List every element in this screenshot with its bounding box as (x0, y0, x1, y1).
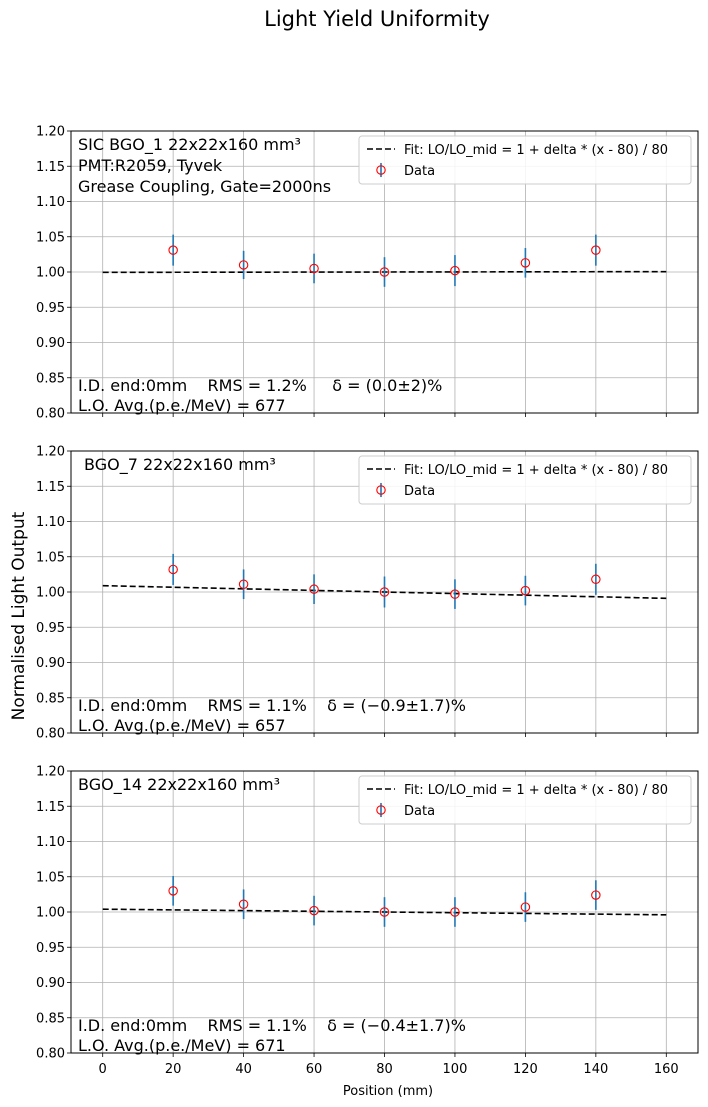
legend-data-marker (376, 165, 386, 175)
data-point (591, 245, 601, 255)
panel-1: 0.80 0.85 0.90 0.95 1.00 1.05 1.10 1.15 1.20 SIC … (36, 125, 699, 422)
x-tick-label: 40 (235, 1062, 252, 1077)
y-tick-label: 1.15 (36, 160, 65, 175)
data-point (450, 907, 460, 917)
axes-frame (70, 770, 699, 1054)
legend: Fit: LO/LO_mid = 1 + delta * (x - 80) / … (358, 135, 692, 185)
legend-data-marker (376, 485, 386, 495)
x-tick-label: 20 (165, 1062, 182, 1077)
data-point (591, 890, 601, 900)
stats-line-2: L.O. Avg.(p.e./MeV) = 657 (78, 716, 286, 735)
data-point (591, 574, 601, 585)
axes-frame (70, 130, 699, 414)
legend-fit-label: Fit: LO/LO_mid = 1 + delta * (x - 80) / … (404, 783, 668, 798)
y-tick-label: 1.00 (36, 586, 65, 601)
data-point (520, 258, 531, 268)
data-point (238, 260, 249, 270)
y-tick-label: 1.20 (36, 125, 65, 140)
data-point (309, 263, 319, 274)
legend-box (358, 455, 692, 505)
y-tick-label: 0.85 (36, 1011, 65, 1026)
x-tick-label: 100 (443, 1062, 468, 1077)
x-tick-label: 160 (654, 1062, 679, 1077)
y-tick-label: 1.05 (36, 550, 65, 565)
y-tick-label: 0.95 (36, 301, 65, 316)
y-tick-label: 1.00 (36, 906, 65, 921)
y-tick-label: 0.85 (36, 691, 65, 706)
data-point (379, 907, 390, 917)
panel-title-line: PMT:R2059, Tyvek (78, 156, 223, 175)
data-point (379, 587, 390, 597)
panels: 0.80 0.85 0.90 0.95 1.00 1.05 1.10 1.15 1.20 SIC … (36, 125, 699, 1077)
x-tick-label: 120 (513, 1062, 538, 1077)
stats-line-1: I.D. end:0mm RMS = 1.1% δ = (−0.9±1.7)% (78, 696, 466, 715)
y-tick-label: 1.10 (36, 195, 65, 210)
legend-fit-label: Fit: LO/LO_mid = 1 + delta * (x - 80) / … (404, 463, 668, 478)
y-tick-label: 1.10 (36, 835, 65, 850)
y-tick-label: 0.80 (36, 727, 65, 742)
legend-box (358, 775, 692, 825)
panel-2: 0.80 0.85 0.90 0.95 1.00 1.05 1.10 1.15 1.20 BGO_… (36, 445, 699, 742)
y-tick-label: 0.95 (36, 621, 65, 636)
data-point (520, 902, 531, 912)
y-tick-label: 0.80 (36, 1047, 65, 1062)
figure-ylabel: Normalised Light Output (9, 511, 29, 720)
legend-data-label: Data (404, 804, 435, 819)
data-point (168, 245, 178, 255)
y-tick-label: 0.90 (36, 656, 65, 671)
legend-box (358, 135, 692, 185)
panel-title-line: Grease Coupling, Gate=2000ns (78, 177, 331, 196)
panel-title-line: BGO_14 22x22x160 mm³ (78, 775, 280, 795)
y-tick-label: 1.05 (36, 870, 65, 885)
legend-data-label: Data (404, 484, 435, 499)
y-tick-label: 0.95 (36, 941, 65, 956)
data-point (238, 899, 249, 909)
y-tick-label: 1.20 (36, 765, 65, 780)
legend: Fit: LO/LO_mid = 1 + delta * (x - 80) / … (358, 775, 692, 825)
stats-line-2: L.O. Avg.(p.e./MeV) = 677 (78, 396, 286, 415)
y-tick-label: 1.05 (36, 230, 65, 245)
legend-fit-label: Fit: LO/LO_mid = 1 + delta * (x - 80) / … (404, 143, 668, 158)
x-tick-label: 80 (376, 1062, 393, 1077)
data-point (379, 267, 390, 277)
y-tick-label: 1.15 (36, 480, 65, 495)
panel-title-line: BGO_7 22x22x160 mm³ (84, 455, 276, 475)
data-point (520, 585, 531, 596)
figure-title: Light Yield Uniformity (264, 7, 490, 31)
axes-frame (70, 450, 699, 734)
stats-line-2: L.O. Avg.(p.e./MeV) = 671 (78, 1036, 286, 1055)
y-tick-label: 1.10 (36, 515, 65, 530)
figure-xlabel: Position (mm) (343, 1084, 433, 1099)
stats-line-1: I.D. end:0mm RMS = 1.2% δ = (0.0±2)% (78, 376, 442, 395)
data-point (238, 579, 249, 589)
y-tick-label: 0.80 (36, 407, 65, 422)
y-tick-label: 1.00 (36, 266, 65, 281)
x-tick-label: 0 (99, 1062, 107, 1077)
x-tick-label: 60 (306, 1062, 323, 1077)
legend-data-label: Data (404, 164, 435, 179)
stats-line-1: I.D. end:0mm RMS = 1.1% δ = (−0.4±1.7)% (78, 1016, 466, 1035)
y-tick-label: 1.15 (36, 800, 65, 815)
panel-3: 0.80 0.85 0.90 0.95 1.00 1.05 1.10 1.15 1.20 0 20 4… (36, 765, 699, 1077)
x-tick-label: 140 (583, 1062, 608, 1077)
panel-title-line: SIC BGO_1 22x22x160 mm³ (78, 135, 301, 155)
data-point (309, 905, 319, 916)
y-tick-label: 0.85 (36, 371, 65, 386)
data-point (450, 589, 460, 599)
legend-data-marker (376, 805, 386, 815)
y-tick-label: 1.20 (36, 445, 65, 460)
y-tick-label: 0.90 (36, 976, 65, 991)
data-point (309, 584, 319, 594)
data-point (168, 564, 178, 575)
legend: Fit: LO/LO_mid = 1 + delta * (x - 80) / … (358, 455, 692, 505)
data-point (450, 265, 460, 276)
y-tick-label: 0.90 (36, 336, 65, 351)
data-point (168, 886, 178, 896)
